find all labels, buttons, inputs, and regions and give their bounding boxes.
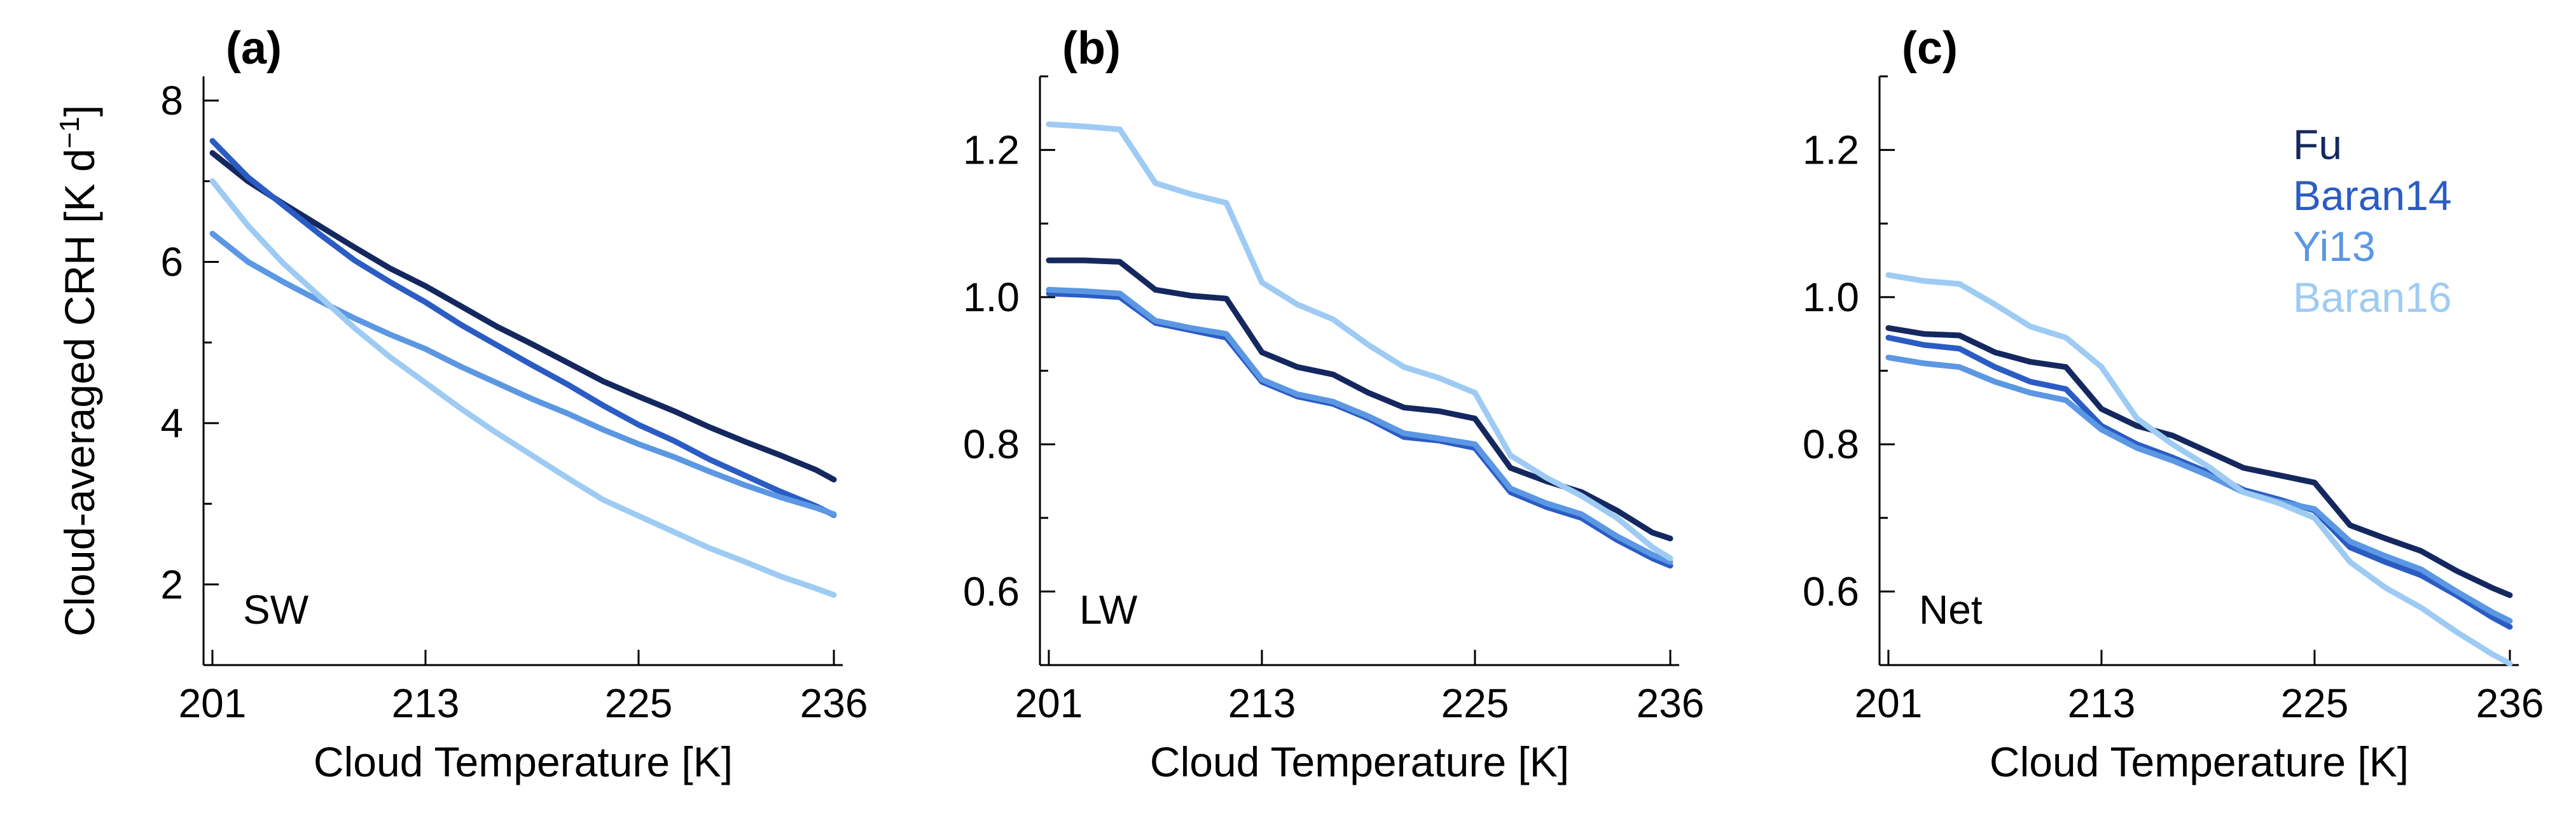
y-tick-label: 1.0: [1803, 274, 1859, 320]
series-line-yi13: [1885, 354, 2513, 624]
x-tick-label: 236: [2476, 680, 2544, 726]
x-tick-label: 213: [2068, 680, 2136, 726]
series-line-fu: [1885, 325, 2513, 598]
series-line-yi13: [1046, 286, 1673, 565]
series-line-baran16: [209, 178, 837, 598]
x-tick-label: 201: [1855, 680, 1923, 726]
y-tick-label: 2: [160, 561, 183, 607]
panel-label: (b): [1062, 23, 1121, 74]
x-tick-label: 225: [1441, 680, 1509, 726]
x-axis-title: Cloud Temperature [K]: [1150, 738, 1569, 785]
panel-b: 0.6 0.8 1.0 1.2 201 213 225 236 Cloud Temperatur…: [963, 23, 1704, 785]
x-tick-label: 201: [1015, 680, 1083, 726]
y-tick-label: 0.8: [963, 421, 1020, 467]
x-tick-label: 236: [800, 680, 868, 726]
series-line-baran14: [209, 137, 837, 518]
x-tick-label: 225: [605, 680, 673, 726]
x-tick-label: 201: [179, 680, 247, 726]
series-line-baran16: [1885, 272, 2513, 667]
series-line-fu: [1046, 257, 1673, 542]
series-line-yi13: [209, 230, 837, 517]
y-tick-label: 8: [160, 78, 183, 123]
x-tick-label: 213: [1228, 680, 1296, 726]
component-label: SW: [243, 587, 309, 633]
y-tick-label: 0.6: [963, 568, 1020, 614]
component-label: Net: [1919, 587, 1983, 633]
legend-entry-baran16: Baran16: [2293, 274, 2452, 321]
series-line-baran16: [1046, 121, 1673, 561]
series-line-baran14: [1885, 335, 2513, 630]
component-label: LW: [1079, 587, 1138, 633]
y-tick-label: 0.8: [1803, 421, 1859, 467]
y-tick-label: 4: [160, 400, 183, 446]
y-tick-label: 0.6: [1803, 568, 1859, 614]
legend-entry-fu: Fu: [2293, 121, 2342, 168]
x-tick-label: 236: [1637, 680, 1705, 726]
x-axis-title: Cloud Temperature [K]: [1990, 738, 2409, 785]
panel-label: (a): [226, 23, 282, 74]
y-tick-label: 1.0: [963, 274, 1020, 320]
y-tick-label: 1.2: [1803, 127, 1859, 173]
legend-entry-baran14: Baran14: [2293, 172, 2452, 219]
panel-label: (c): [1902, 23, 1958, 74]
x-axis-title: Cloud Temperature [K]: [314, 738, 733, 785]
y-tick-label: 1.2: [963, 127, 1020, 173]
panel-a: 2 4 6 8 201 213 225 236 Cloud Temperature [K] Clo…: [54, 23, 868, 785]
x-tick-label: 213: [392, 680, 460, 726]
y-tick-label: 6: [160, 239, 183, 284]
series-line-fu: [209, 150, 837, 483]
series-line-baran14: [1046, 290, 1673, 569]
x-tick-label: 225: [2281, 680, 2349, 726]
panel-c: 0.6 0.8 1.0 1.2 201 213 225 236 Cloud Temperatur…: [1803, 23, 2544, 785]
y-axis-title: Cloud-averaged CRH [K d−1]: [54, 105, 104, 636]
legend-entry-yi13: Yi13: [2293, 223, 2376, 270]
